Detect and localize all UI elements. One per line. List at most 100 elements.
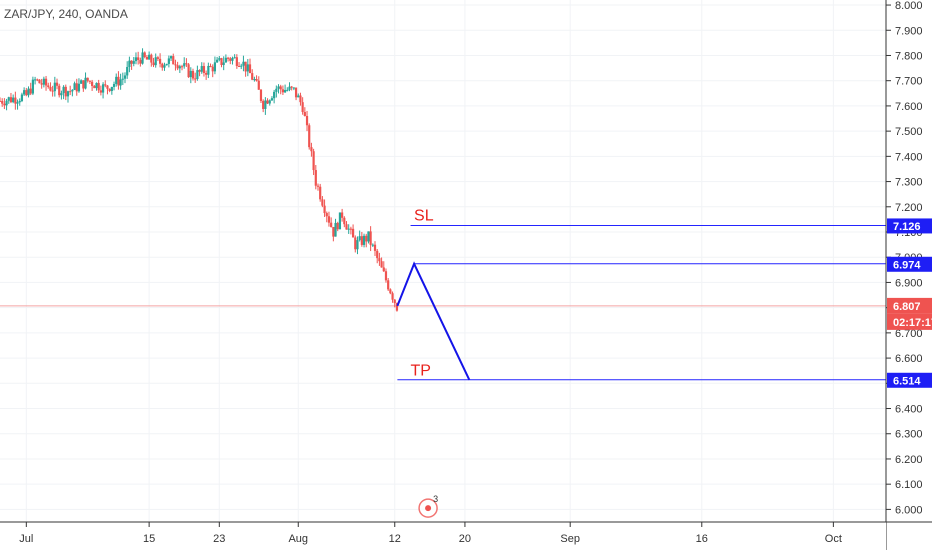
candle xyxy=(174,59,177,71)
candle xyxy=(108,88,111,93)
candle-body xyxy=(356,240,359,250)
candle xyxy=(279,84,282,95)
candle xyxy=(391,291,394,303)
candle xyxy=(95,82,98,91)
candle xyxy=(248,58,252,74)
candle xyxy=(73,81,76,91)
badge-tp-text: 6.514 xyxy=(893,375,921,387)
candle-body xyxy=(112,83,116,87)
chart-grid xyxy=(0,0,886,522)
candle-body xyxy=(266,100,269,104)
candle-body xyxy=(248,64,252,74)
candle xyxy=(205,70,208,80)
candle xyxy=(202,62,206,77)
candlestick-series[interactable] xyxy=(0,48,399,312)
candle-body xyxy=(270,98,274,101)
candle-body xyxy=(327,216,331,223)
candle-body xyxy=(119,79,122,86)
candle xyxy=(200,62,203,74)
candle-body xyxy=(268,100,271,104)
candle-body xyxy=(334,222,337,237)
candle xyxy=(211,64,214,78)
candle-body xyxy=(161,63,164,68)
candle-body xyxy=(104,84,107,86)
price-axis-badges: 7.126 6.974 6.514 6.807 02:17:17 xyxy=(887,218,932,388)
candle-body xyxy=(297,95,300,98)
candle-body xyxy=(384,271,388,281)
candle xyxy=(347,224,350,234)
candle xyxy=(20,92,24,103)
candle xyxy=(167,55,170,68)
candle xyxy=(226,56,230,62)
candle xyxy=(152,57,155,68)
candle xyxy=(330,217,333,228)
candle xyxy=(47,82,50,89)
candle xyxy=(237,62,241,67)
candle-body xyxy=(117,76,120,86)
candle xyxy=(358,230,361,242)
candle-body xyxy=(279,86,282,90)
candle-body xyxy=(44,78,48,86)
candle-body xyxy=(101,84,105,93)
candle-body xyxy=(218,58,221,60)
candle-body xyxy=(154,57,157,66)
time-tick-label: Jul xyxy=(19,533,33,545)
candle xyxy=(55,78,59,90)
candle-body xyxy=(18,101,21,103)
candle xyxy=(126,61,129,79)
candle-body xyxy=(323,205,326,214)
candle-body xyxy=(341,212,344,218)
candle xyxy=(180,64,184,71)
candle xyxy=(224,54,227,63)
candle-body xyxy=(367,231,370,242)
candle xyxy=(0,97,2,102)
candle-body xyxy=(292,87,295,89)
candle-body xyxy=(310,147,313,152)
candle xyxy=(66,90,70,103)
candle-body xyxy=(77,83,81,92)
event-marker[interactable]: 3 xyxy=(418,494,438,518)
candle-body xyxy=(27,88,30,96)
candle-body xyxy=(152,62,155,66)
price-levels[interactable] xyxy=(397,224,886,381)
candle-body xyxy=(156,57,160,59)
candle-body xyxy=(1,100,4,104)
time-axis-panel[interactable] xyxy=(0,522,886,550)
price-tick-label: 8.000 xyxy=(895,0,923,12)
candle xyxy=(286,87,289,92)
candle-body xyxy=(86,77,89,81)
projection-path[interactable] xyxy=(396,261,471,381)
price-tick-label: 7.700 xyxy=(895,76,923,88)
candle-body xyxy=(316,185,320,187)
candle xyxy=(104,80,107,88)
candle-body xyxy=(71,89,74,92)
candle-body xyxy=(288,86,291,90)
time-tick-label: 12 xyxy=(389,533,401,545)
candle-body xyxy=(283,90,287,93)
candle xyxy=(23,87,26,96)
candle xyxy=(220,57,223,68)
candle xyxy=(283,84,287,93)
annotation-sl: SL xyxy=(414,208,434,225)
candle xyxy=(262,99,265,113)
candle-body xyxy=(20,94,24,102)
candle xyxy=(178,64,181,73)
price-axis-panel[interactable] xyxy=(886,0,932,550)
candle xyxy=(332,226,335,242)
candle xyxy=(139,57,142,67)
candle-body xyxy=(55,82,59,86)
marker-dot xyxy=(425,505,432,512)
candle xyxy=(99,85,102,96)
candle-body xyxy=(99,90,102,93)
candle-body xyxy=(376,250,379,259)
candle-body xyxy=(305,115,309,126)
candle-body xyxy=(358,236,361,241)
candle-body xyxy=(237,65,241,67)
candle-body xyxy=(23,90,26,95)
candle-body xyxy=(165,63,168,66)
candle-body xyxy=(185,63,188,65)
time-tick-label: 20 xyxy=(459,533,471,545)
candle-body xyxy=(336,222,339,230)
candle-body xyxy=(345,224,348,230)
